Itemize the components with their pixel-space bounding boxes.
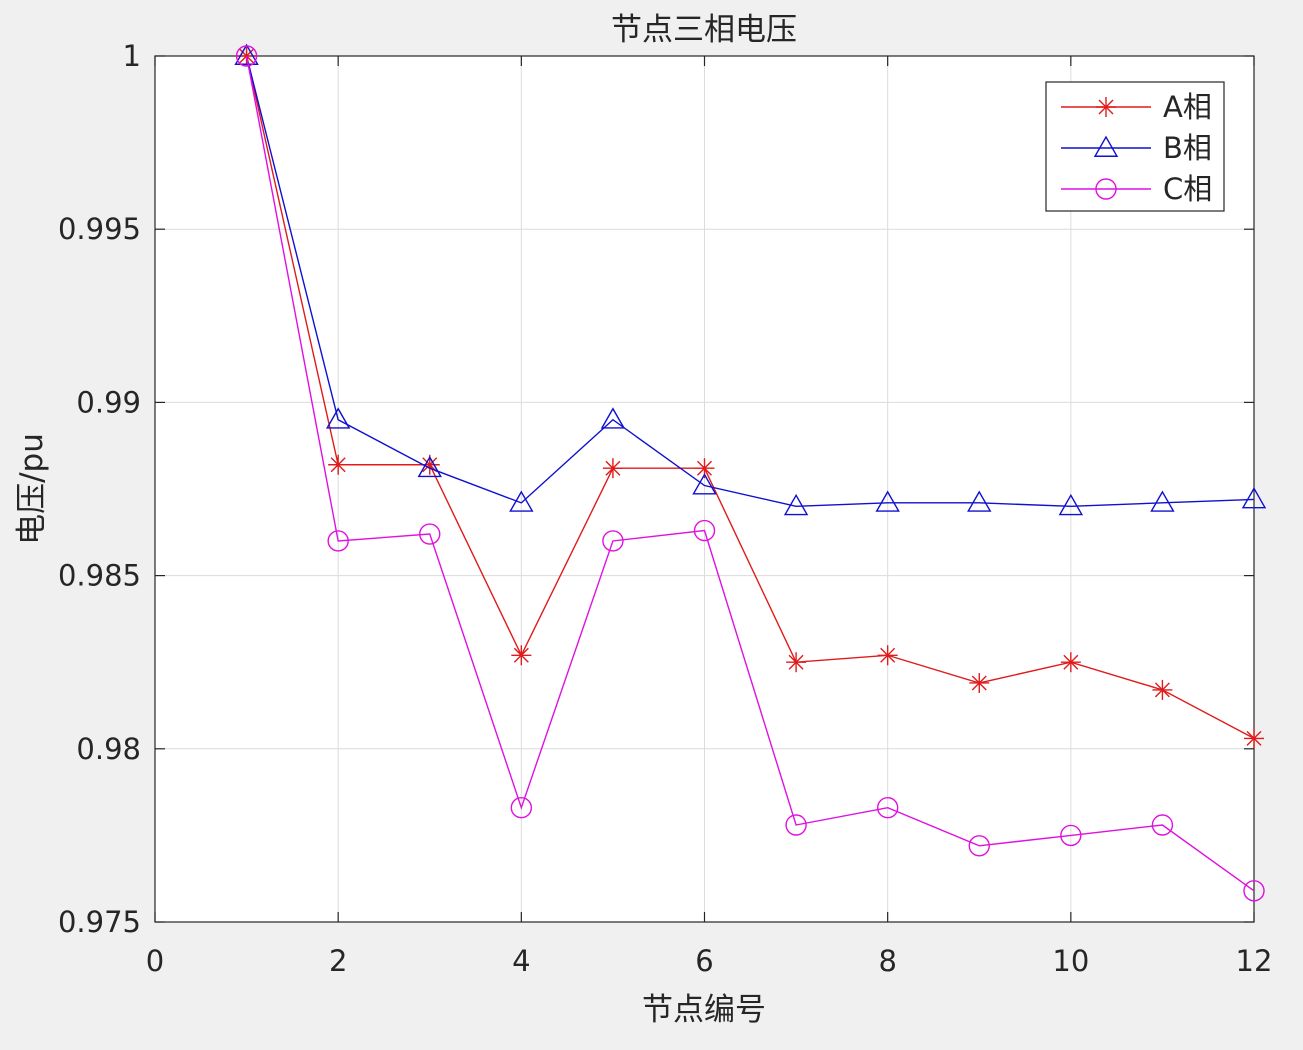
- series-2: [234, 43, 1267, 516]
- data-point: [1151, 814, 1174, 836]
- asterisk-stroke: [788, 654, 804, 670]
- x-tick-label: 10: [1052, 944, 1089, 978]
- asterisk-stroke: [605, 460, 621, 476]
- x-tick-label: 4: [512, 944, 530, 978]
- data-point: [510, 796, 533, 819]
- data-point: [876, 796, 899, 819]
- data-point: [693, 519, 716, 542]
- y-tick-label: 0.99: [76, 385, 141, 419]
- series-line: [245, 55, 1255, 892]
- x-tick-labels: 0 2 4 6 8 10 12: [146, 944, 1273, 978]
- data-point: [692, 473, 717, 495]
- data-point: [1058, 493, 1084, 516]
- asterisk-stroke: [422, 457, 438, 473]
- data-point: [875, 490, 900, 512]
- data-point: [328, 454, 349, 475]
- y-tick-label: 1: [123, 39, 141, 73]
- data-point: [1243, 880, 1265, 902]
- data-point: [877, 645, 898, 666]
- data-point: [419, 523, 441, 545]
- legend-label: B相: [1163, 131, 1212, 165]
- series-layer: [234, 43, 1267, 902]
- asterisk-stroke: [513, 647, 529, 663]
- asterisk-stroke: [1246, 730, 1262, 746]
- asterisk-stroke: [1098, 99, 1114, 115]
- legend-marker: [1095, 178, 1117, 200]
- y-tick-labels: 0.975 0.98 0.985 0.99 0.995 1: [58, 39, 141, 939]
- x-tick-label: 0: [146, 944, 164, 978]
- data-point: [417, 455, 442, 478]
- chart-title: 节点三相电压: [611, 12, 797, 48]
- x-tick-label: 2: [329, 944, 347, 978]
- x-tick-label: 6: [695, 944, 713, 978]
- series-line: [245, 55, 1255, 508]
- y-tick-label: 0.985: [58, 559, 141, 593]
- data-point: [509, 490, 534, 512]
- data-point: [967, 490, 992, 512]
- legend-label: C相: [1163, 172, 1212, 206]
- asterisk-stroke: [880, 647, 896, 663]
- data-point: [602, 530, 624, 552]
- asterisk-stroke: [697, 460, 712, 476]
- data-point: [968, 835, 990, 857]
- data-point: [783, 493, 809, 516]
- asterisk-stroke: [1063, 654, 1079, 670]
- data-point: [1241, 486, 1267, 509]
- series-3: [235, 45, 1265, 902]
- grid-lines: [155, 56, 1254, 922]
- legend-entry: B相: [1061, 131, 1212, 165]
- data-point: [235, 45, 258, 67]
- data-point: [694, 458, 715, 479]
- y-axis-label: 电压/pu: [14, 433, 50, 545]
- legend-entry: C相: [1061, 172, 1212, 206]
- asterisk-stroke: [330, 457, 346, 473]
- axis-ticks: [154, 55, 1255, 923]
- series-line: [245, 55, 1255, 740]
- legend-entry: A相: [1061, 90, 1212, 124]
- series-1: [236, 46, 1264, 749]
- data-point: [785, 814, 807, 836]
- legend-label: A相: [1163, 90, 1212, 124]
- y-tick-label: 0.975: [58, 905, 141, 939]
- legend: A相 B相 C相: [1045, 81, 1225, 212]
- data-point: [1244, 728, 1264, 749]
- legend-marker: [1096, 97, 1116, 117]
- data-point: [969, 672, 990, 693]
- data-point: [1060, 652, 1081, 673]
- data-point: [234, 43, 259, 65]
- x-tick-label: 12: [1236, 944, 1273, 978]
- y-tick-label: 0.98: [76, 732, 141, 766]
- data-point: [602, 458, 623, 479]
- legend-marker: [1093, 135, 1119, 157]
- x-tick-label: 8: [878, 944, 896, 978]
- y-tick-label: 0.995: [58, 212, 141, 246]
- data-point: [1150, 490, 1175, 512]
- data-point: [327, 530, 349, 552]
- data-point: [325, 407, 351, 429]
- data-point: [786, 652, 807, 673]
- x-axis-label: 节点编号: [642, 992, 766, 1028]
- data-point: [1060, 824, 1082, 847]
- data-point: [511, 645, 532, 666]
- asterisk-stroke: [971, 675, 987, 691]
- data-point: [600, 407, 626, 429]
- data-point: [1152, 679, 1173, 700]
- asterisk-stroke: [1154, 682, 1170, 698]
